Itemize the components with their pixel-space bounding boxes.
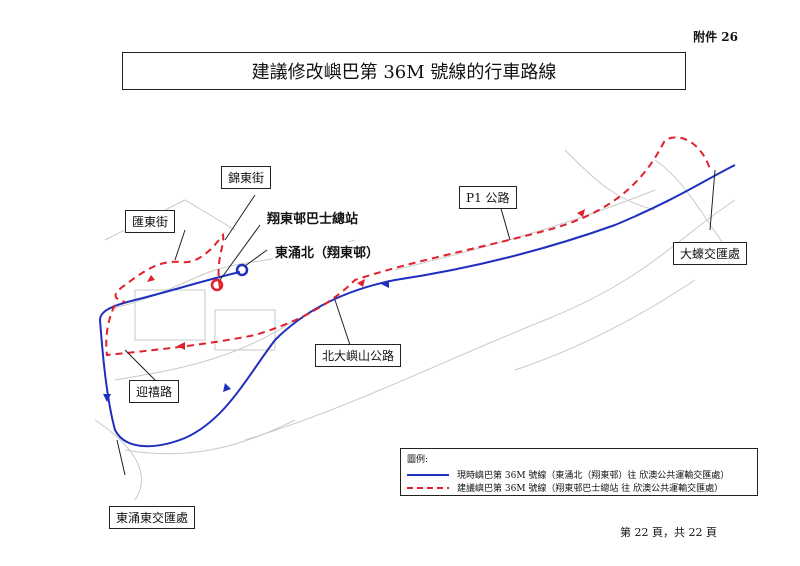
map-legend: 圖例: 現時嶼巴第 36M 號線（東涌北（翔東邨）往 欣澳公共運輸交匯處） 建議… bbox=[400, 448, 758, 496]
proposed-route-arrow-3 bbox=[577, 209, 585, 217]
tung-chung-north-marker bbox=[235, 263, 249, 277]
legend-proposed-swatch bbox=[407, 486, 449, 489]
legend-row-current: 現時嶼巴第 36M 號線（東涌北（翔東邨）往 欣澳公共運輸交匯處） bbox=[407, 468, 751, 481]
bus-terminus-marker bbox=[210, 278, 224, 292]
legend-current-swatch bbox=[407, 473, 449, 476]
legend-row-proposed: 建議嶼巴第 36M 號線（翔東邨巴士總站 往 欣澳公共運輸交匯處） bbox=[407, 481, 751, 494]
proposed-route-arrow-4 bbox=[147, 275, 155, 282]
label-wui-tung-street: 匯東街 bbox=[125, 210, 176, 233]
label-tai-ho-interchange: 大蠔交匯處 bbox=[673, 242, 748, 265]
route-map: 錦東街 匯東街 翔東邨巴士總站 東涌北（翔東邨） P1 公路 大蠔交匯處 北大嶼… bbox=[94, 120, 755, 529]
legend-current-text: 現時嶼巴第 36M 號線（東涌北（翔東邨）往 欣澳公共運輸交匯處） bbox=[457, 471, 730, 481]
annex-label: 附件 26 bbox=[693, 30, 738, 44]
current-route-arrow-1 bbox=[103, 394, 111, 402]
label-ying-hei-road: 迎禧路 bbox=[129, 380, 180, 403]
page-footer: 第 22 頁，共 22 頁 bbox=[620, 526, 717, 539]
legend-proposed-text: 建議嶼巴第 36M 號線（翔東邨巴士總站 往 欣澳公共運輸交匯處） bbox=[457, 484, 724, 494]
current-route-arrow-2 bbox=[223, 383, 231, 392]
page-title-text: 建議修改嶼巴第 36M 號線的行車路線 bbox=[251, 62, 557, 83]
current-route-line bbox=[98, 164, 736, 448]
label-north-lantau-highway: 北大嶼山公路 bbox=[315, 344, 402, 367]
label-bus-terminus: 翔東邨巴士總站 bbox=[265, 208, 361, 227]
proposed-route-line bbox=[105, 136, 711, 357]
current-route-arrow-3 bbox=[381, 280, 389, 288]
label-tung-chung-north: 東涌北（翔東邨） bbox=[273, 242, 382, 261]
proposed-route-arrow-2 bbox=[357, 279, 365, 287]
label-tung-chung-east-interchange: 東涌東交匯處 bbox=[109, 506, 196, 529]
legend-title: 圖例: bbox=[407, 455, 429, 465]
route-map-canvas bbox=[94, 136, 736, 501]
label-p1-road: P1 公路 bbox=[459, 186, 517, 209]
leader-lines bbox=[116, 169, 716, 476]
proposed-route-arrow-1 bbox=[177, 342, 185, 350]
label-kam-tung-street: 錦東街 bbox=[221, 166, 272, 189]
page-title: 建議修改嶼巴第 36M 號線的行車路線 bbox=[122, 52, 686, 90]
